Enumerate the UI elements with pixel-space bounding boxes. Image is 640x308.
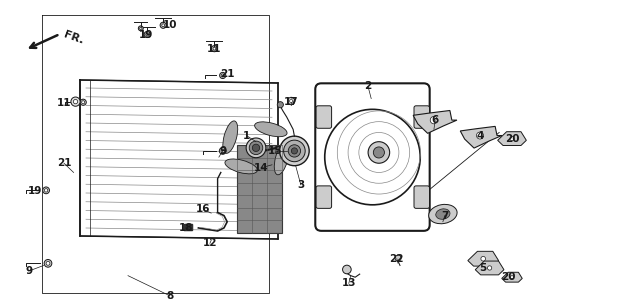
Circle shape xyxy=(430,116,438,124)
FancyBboxPatch shape xyxy=(414,106,429,128)
Text: 14: 14 xyxy=(254,163,268,173)
Circle shape xyxy=(373,147,385,158)
Text: 21: 21 xyxy=(57,158,71,168)
Polygon shape xyxy=(502,272,522,282)
Circle shape xyxy=(488,266,492,270)
Text: FR.: FR. xyxy=(62,30,84,46)
Circle shape xyxy=(252,144,260,152)
Text: 10: 10 xyxy=(163,20,177,30)
Circle shape xyxy=(280,136,309,166)
Circle shape xyxy=(144,31,150,38)
FancyBboxPatch shape xyxy=(316,106,332,128)
Text: 20: 20 xyxy=(502,272,516,282)
Circle shape xyxy=(481,256,486,261)
Text: 5: 5 xyxy=(479,263,487,273)
Circle shape xyxy=(80,99,86,105)
Ellipse shape xyxy=(429,205,457,224)
Circle shape xyxy=(284,140,305,162)
Text: 9: 9 xyxy=(25,266,33,276)
Text: 16: 16 xyxy=(196,205,211,214)
Circle shape xyxy=(221,74,224,77)
Circle shape xyxy=(287,97,295,105)
Text: 21: 21 xyxy=(220,69,234,79)
Circle shape xyxy=(46,261,50,265)
Circle shape xyxy=(43,187,49,194)
Text: 17: 17 xyxy=(284,97,298,107)
Circle shape xyxy=(221,149,225,152)
Text: 4: 4 xyxy=(476,131,484,140)
Text: 15: 15 xyxy=(268,146,282,156)
Circle shape xyxy=(291,148,298,154)
Text: 3: 3 xyxy=(297,180,305,190)
Circle shape xyxy=(511,276,513,279)
Circle shape xyxy=(477,132,483,139)
Ellipse shape xyxy=(275,142,289,175)
Circle shape xyxy=(342,265,351,274)
Text: 20: 20 xyxy=(505,134,519,144)
Ellipse shape xyxy=(255,122,287,137)
Text: 19: 19 xyxy=(28,186,42,196)
Circle shape xyxy=(395,255,401,261)
Text: 13: 13 xyxy=(342,278,356,288)
Circle shape xyxy=(44,259,52,267)
Circle shape xyxy=(277,102,284,108)
Circle shape xyxy=(146,33,148,36)
Text: 19: 19 xyxy=(139,30,153,40)
Circle shape xyxy=(220,148,226,154)
Text: 22: 22 xyxy=(390,254,404,264)
Circle shape xyxy=(368,142,390,163)
Circle shape xyxy=(324,109,420,205)
FancyBboxPatch shape xyxy=(316,186,332,208)
Polygon shape xyxy=(498,132,526,145)
Ellipse shape xyxy=(436,209,450,219)
Ellipse shape xyxy=(223,121,237,153)
Circle shape xyxy=(162,24,164,27)
Circle shape xyxy=(213,47,216,50)
Circle shape xyxy=(249,141,263,155)
Text: 9: 9 xyxy=(219,146,227,156)
Circle shape xyxy=(71,97,80,106)
Text: 12: 12 xyxy=(203,238,217,248)
Text: 11: 11 xyxy=(207,44,221,54)
Text: 2: 2 xyxy=(364,81,372,91)
FancyBboxPatch shape xyxy=(414,186,429,208)
Circle shape xyxy=(140,27,142,30)
Circle shape xyxy=(82,101,84,104)
Circle shape xyxy=(211,46,218,52)
Circle shape xyxy=(290,99,292,103)
Text: 7: 7 xyxy=(441,211,449,221)
Bar xyxy=(237,145,282,233)
Polygon shape xyxy=(468,251,499,266)
Text: 18: 18 xyxy=(179,223,193,233)
Circle shape xyxy=(220,72,226,79)
Circle shape xyxy=(160,22,166,28)
Circle shape xyxy=(288,145,301,157)
Text: 6: 6 xyxy=(431,115,439,125)
Circle shape xyxy=(74,99,77,104)
Circle shape xyxy=(510,136,514,141)
Text: 1: 1 xyxy=(243,131,250,140)
Polygon shape xyxy=(184,224,192,230)
Polygon shape xyxy=(476,261,504,275)
Polygon shape xyxy=(413,111,457,133)
Circle shape xyxy=(138,26,143,31)
Polygon shape xyxy=(460,126,502,148)
Text: 8: 8 xyxy=(166,291,173,301)
FancyBboxPatch shape xyxy=(316,83,429,231)
Ellipse shape xyxy=(225,159,257,174)
Circle shape xyxy=(44,188,48,192)
Circle shape xyxy=(246,138,266,158)
Text: 11: 11 xyxy=(57,98,71,108)
